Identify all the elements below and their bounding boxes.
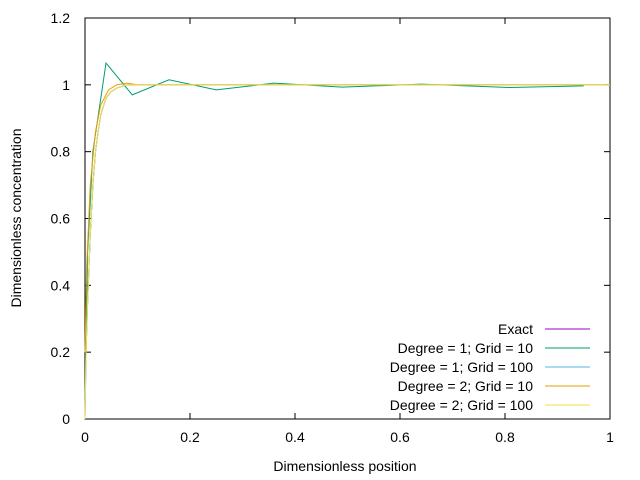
y-tick-label: 0.4 bbox=[51, 277, 71, 293]
series-line-4 bbox=[84, 82, 610, 353]
x-tick-label: 0 bbox=[81, 429, 89, 445]
x-tick-label: 0.8 bbox=[495, 429, 515, 445]
x-tick-label: 1 bbox=[606, 429, 614, 445]
y-tick-label: 1 bbox=[62, 77, 70, 93]
x-tick-label: 0.2 bbox=[180, 429, 200, 445]
y-tick-label: 0.8 bbox=[51, 144, 71, 160]
legend-label: Degree = 2; Grid = 100 bbox=[390, 397, 533, 413]
x-axis-ticks: 0 0.2 0.4 0.6 0.8 1 bbox=[81, 18, 614, 445]
legend: Exact Degree = 1; Grid = 10 Degree = 1; Gr… bbox=[390, 321, 590, 413]
series-lines bbox=[84, 61, 610, 420]
y-tick-label: 0.2 bbox=[51, 344, 71, 360]
legend-label: Degree = 1; Grid = 100 bbox=[390, 359, 533, 375]
legend-label: Degree = 1; Grid = 10 bbox=[398, 340, 534, 356]
x-tick-label: 0.4 bbox=[285, 429, 305, 445]
legend-label: Degree = 2; Grid = 10 bbox=[398, 378, 534, 394]
y-axis-title: Dimensionless concentration bbox=[8, 129, 24, 308]
series-line-5 bbox=[84, 84, 610, 420]
x-axis-title: Dimensionless position bbox=[273, 458, 416, 474]
y-tick-label: 0.6 bbox=[51, 211, 71, 227]
legend-label: Exact bbox=[498, 321, 533, 337]
y-tick-label: 1.2 bbox=[51, 10, 71, 26]
x-tick-label: 0.6 bbox=[390, 429, 410, 445]
y-tick-label: 0 bbox=[62, 411, 70, 427]
y-axis-ticks: 0 0.2 0.4 0.6 0.8 1 1.2 bbox=[51, 10, 610, 427]
